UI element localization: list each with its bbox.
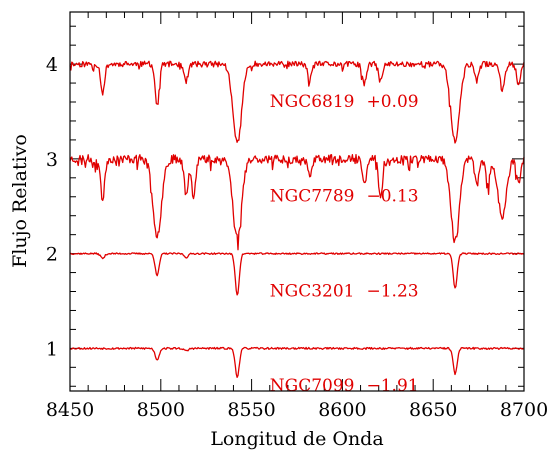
y-tick-label: 1 — [46, 338, 58, 360]
series-labels: NGC6819 +0.09 NGC7789 −0.13 NGC3201 −1.23 NGC7… — [270, 92, 419, 396]
x-tick-label: 8550 — [227, 399, 275, 421]
x-axis-title: Longitud de Onda — [210, 428, 383, 450]
x-tick-label: 8450 — [46, 399, 94, 421]
label-ngc7789: NGC7789 −0.13 — [270, 187, 419, 207]
label-ngc6819: NGC6819 +0.09 — [270, 92, 419, 112]
label-ngc7099: NGC7099 −1.91 — [270, 376, 419, 396]
label-ngc3201: NGC3201 −1.23 — [270, 281, 419, 301]
spectrum-ngc6819 — [69, 60, 525, 144]
y-tick-label: 2 — [46, 244, 58, 266]
y-tick-label: 4 — [46, 54, 58, 76]
x-tick-label: 8500 — [137, 399, 185, 421]
x-tick-label: 8700 — [500, 399, 548, 421]
tick-labels: 8450 8500 8550 8600 8650 8700 1 2 3 4 — [46, 54, 548, 421]
plot-frame — [69, 11, 525, 392]
spectrum-ngc7099 — [69, 346, 525, 379]
x-tick-label: 8600 — [318, 399, 366, 421]
spectrum-ngc3201 — [69, 252, 525, 296]
y-tick-label: 3 — [46, 149, 58, 171]
spectrum-ngc7789 — [69, 153, 525, 251]
spectra-lines — [69, 60, 525, 379]
y-axis-title: Flujo Relativo — [9, 134, 31, 268]
x-tick-label: 8650 — [409, 399, 457, 421]
